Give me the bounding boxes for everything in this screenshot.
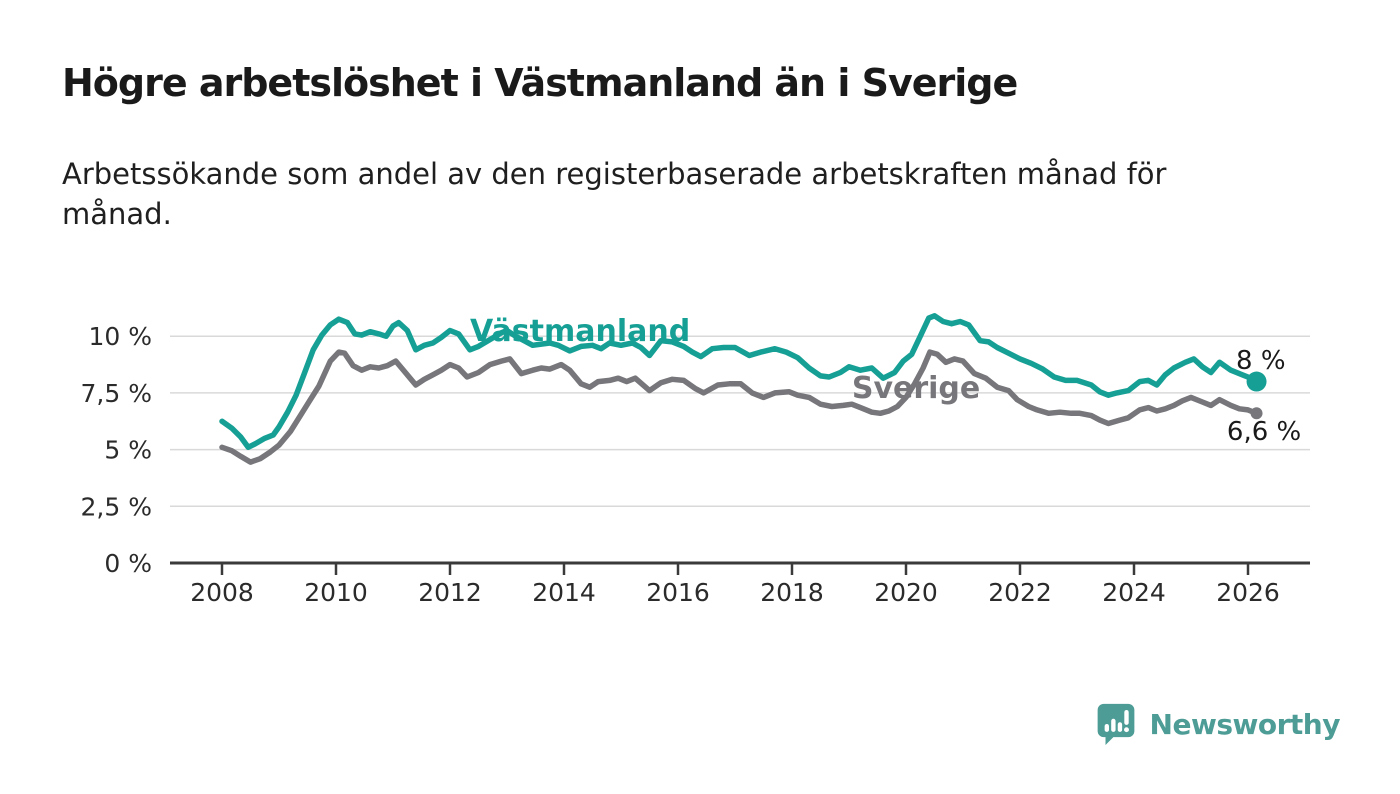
x-tick-label: 2008	[190, 578, 254, 607]
series-label-västmanland: Västmanland	[470, 314, 690, 349]
x-tick-label: 2010	[304, 578, 368, 607]
x-tick-label: 2016	[646, 578, 710, 607]
series-label-sverige: Sverige	[852, 371, 980, 406]
x-tick-label: 2012	[418, 578, 482, 607]
brand-wordmark: Newsworthy	[1149, 707, 1341, 741]
series-line-västmanland	[219, 313, 1260, 451]
newsworthy-logo-icon	[1097, 703, 1134, 745]
y-tick-label: 0 %	[104, 549, 152, 578]
newsworthy-brand: Newsworthy	[1095, 702, 1341, 746]
x-tick-label: 2018	[760, 578, 824, 607]
x-tick-label: 2014	[532, 578, 596, 607]
series-end-dot-sverige	[1250, 407, 1263, 420]
y-tick-label: 5 %	[104, 436, 152, 465]
x-tick-label: 2024	[1102, 578, 1166, 607]
series-line-sverige	[219, 349, 1260, 465]
series-end-dot-västmanland	[1246, 371, 1267, 392]
speech-bubble-shape	[1097, 703, 1134, 745]
page-title: Högre arbetslöshet i Västmanland än i Sv…	[62, 61, 1018, 105]
y-tick-label: 7,5 %	[81, 379, 152, 408]
x-tick-label: 2020	[874, 578, 938, 607]
bar-chart-glyph	[1104, 710, 1129, 733]
x-tick-label: 2026	[1216, 578, 1280, 607]
y-tick-label: 10 %	[88, 322, 152, 351]
y-tick-label: 2,5 %	[81, 492, 152, 521]
chart-subtitle: Arbetssökande som andel av den registerb…	[62, 157, 1167, 231]
end-value-label-västmanland: 8 %	[1236, 346, 1286, 376]
end-value-label-sverige: 6,6 %	[1227, 417, 1301, 447]
x-tick-label: 2022	[988, 578, 1052, 607]
